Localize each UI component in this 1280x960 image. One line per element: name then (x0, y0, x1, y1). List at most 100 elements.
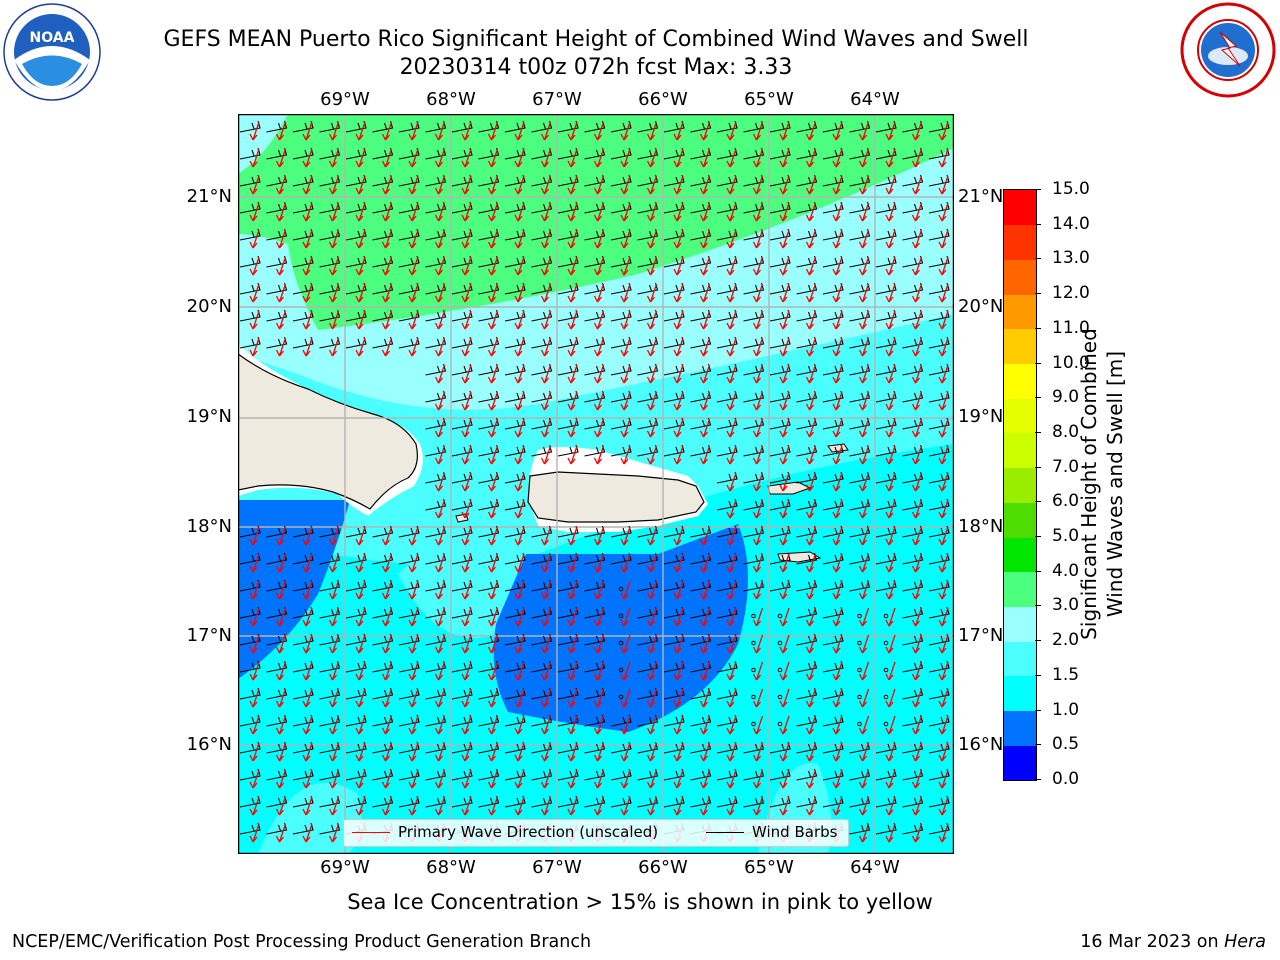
wave-direction-arrow (514, 526, 525, 546)
colorbar-segment (1004, 224, 1036, 260)
wave-direction-arrow (646, 580, 658, 600)
colorbar-tick-label: 5.0 (1052, 526, 1080, 547)
colorbar-segment (1004, 398, 1036, 434)
wave-direction-arrow (593, 283, 605, 303)
wave-direction-arrow (938, 661, 949, 681)
wave-direction-arrow (858, 229, 870, 249)
calm-barb (751, 613, 756, 619)
wave-direction-arrow (646, 445, 658, 465)
wave-direction-arrow (726, 418, 737, 438)
wave-direction-arrow (646, 148, 658, 168)
wave-direction-arrow (514, 256, 525, 276)
wave-direction-arrow (646, 391, 658, 411)
wave-direction-arrow (832, 769, 843, 789)
wave-direction-arrow (858, 769, 870, 789)
wave-direction-arrow (567, 229, 578, 249)
wave-direction-arrow (620, 688, 631, 708)
wave-direction-arrow (779, 661, 790, 681)
wave-direction-arrow (328, 742, 340, 762)
wave-direction-arrow (381, 283, 393, 303)
wave-direction-arrow (726, 256, 737, 276)
wave-direction-arrow (434, 607, 446, 627)
wave-direction-arrow (938, 121, 949, 141)
wave-direction-arrow (832, 283, 843, 303)
lon-tick-top: 65°W (744, 89, 794, 110)
wave-direction-arrow (275, 715, 287, 735)
wave-direction-arrow (593, 634, 605, 654)
wave-direction-arrow (355, 553, 366, 573)
wave-direction-arrow (752, 148, 764, 168)
colorbar-tick-label: 0.5 (1052, 734, 1080, 755)
lat-tick-right: 18°N (958, 516, 1004, 537)
lon-tick-bottom: 65°W (744, 857, 794, 878)
wave-direction-arrow (726, 364, 737, 384)
wave-direction-arrow (805, 148, 817, 168)
wave-direction-arrow (805, 580, 817, 600)
wave-direction-arrow (911, 202, 923, 222)
colorbar-tick-mark (1035, 640, 1041, 642)
wave-direction-arrow (408, 526, 419, 546)
wave-direction-arrow (911, 661, 923, 681)
wave-direction-arrow (779, 364, 790, 384)
wave-direction-arrow (885, 526, 896, 546)
wave-direction-arrow (487, 364, 499, 384)
colorbar (1003, 189, 1037, 781)
colorbar-tick-label: 10.0 (1052, 352, 1090, 373)
wave-direction-arrow (514, 634, 525, 654)
wave-direction-arrow (752, 526, 764, 546)
wave-direction-arrow (249, 148, 260, 168)
wave-direction-arrow (832, 661, 843, 681)
wave-direction-arrow (487, 229, 499, 249)
wave-direction-arrow (779, 553, 790, 573)
wave-direction-arrow (275, 688, 287, 708)
calm-barb (883, 667, 889, 673)
wave-direction-arrow (911, 769, 923, 789)
wave-direction-arrow (726, 175, 737, 195)
wave-direction-arrow (938, 607, 949, 627)
wave-direction-arrow (726, 607, 737, 627)
wave-direction-arrow (938, 418, 949, 438)
wave-direction-arrow (885, 634, 896, 654)
wave-direction-arrow (328, 796, 340, 816)
wave-direction-arrow (726, 148, 737, 168)
wave-direction-arrow (673, 661, 684, 681)
wave-direction-arrow (567, 742, 578, 762)
wave-direction-arrow (752, 364, 764, 384)
wave-direction-arrow (461, 553, 472, 573)
wave-direction-arrow (593, 607, 605, 627)
wave-direction-arrow (567, 364, 578, 384)
wave-direction-arrow (805, 310, 817, 330)
wave-direction-arrow (858, 391, 870, 411)
wave-direction-arrow (540, 121, 552, 141)
wave-direction-arrow (540, 364, 552, 384)
wave-direction-arrow (805, 202, 817, 222)
wave-direction-arrow (620, 553, 631, 573)
colorbar-tick-mark (1035, 223, 1041, 225)
wave-direction-arrow (434, 715, 446, 735)
lat-tick-right: 21°N (958, 186, 1004, 207)
wave-direction-arrow (487, 418, 499, 438)
wave-direction-arrow (673, 391, 684, 411)
wave-direction-arrow (858, 337, 870, 357)
wave-direction-arrow (673, 769, 684, 789)
wave-direction-arrow (381, 607, 393, 627)
wave-direction-arrow (620, 742, 631, 762)
colorbar-tick-mark (1035, 466, 1041, 468)
wave-direction-arrow (540, 715, 552, 735)
wave-direction-arrow (673, 634, 684, 654)
colorbar-segment (1004, 710, 1036, 746)
wave-direction-arrow (249, 202, 260, 222)
wave-direction-arrow (938, 445, 949, 465)
wave-direction-arrow (699, 445, 711, 465)
colorbar-title-line1: Significant Height of Combined (1077, 328, 1101, 640)
wave-direction-arrow (487, 445, 499, 465)
wave-direction-arrow (673, 310, 684, 330)
wave-direction-arrow (408, 256, 419, 276)
wave-direction-arrow (699, 607, 711, 627)
wave-direction-arrow (355, 607, 366, 627)
wave-direction-arrow (699, 634, 711, 654)
wave-direction-arrow (567, 634, 578, 654)
wave-direction-arrow (249, 310, 260, 330)
wave-direction-arrow (275, 796, 287, 816)
wave-direction-arrow (434, 364, 446, 384)
